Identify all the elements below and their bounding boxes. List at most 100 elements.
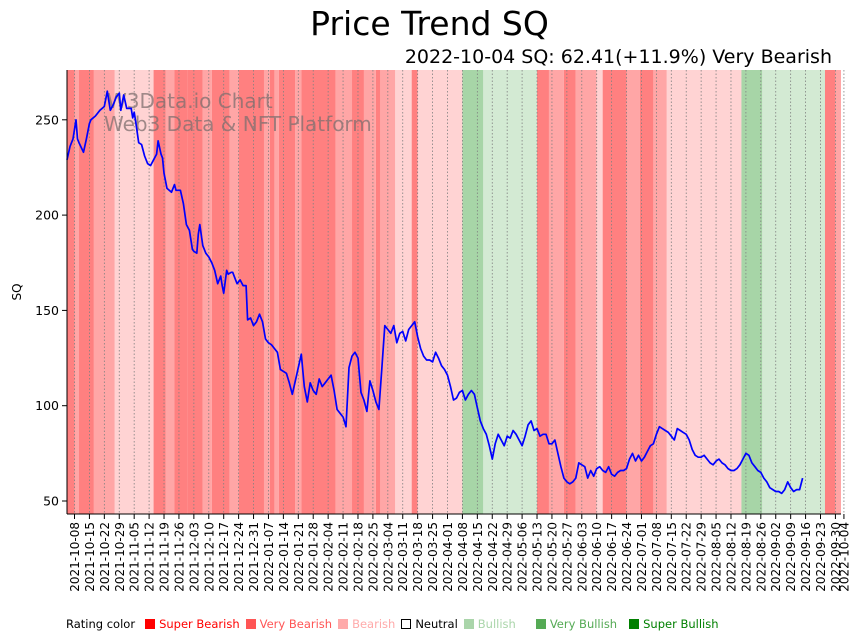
- x-tick-label: 2021-10-22: [98, 522, 112, 592]
- x-tick-label: 2022-02-04: [322, 522, 336, 592]
- rating-band-very-bearish: [187, 70, 203, 514]
- x-tick-label: 2022-09-23: [814, 522, 828, 592]
- x-tick-label: 2022-02-11: [337, 522, 351, 592]
- x-tick-label: 2021-12-24: [232, 522, 246, 592]
- rating-band-very-bearish: [563, 70, 576, 514]
- rating-legend: Rating color Super Bearish Very Bearish Be…: [66, 617, 725, 631]
- legend-item: Neutral: [401, 617, 458, 631]
- legend-item: Very Bullish: [535, 617, 618, 631]
- rating-band-very-bearish: [211, 70, 230, 514]
- rating-band-very-bearish: [238, 70, 264, 514]
- price-line: [66, 90, 804, 495]
- rating-band-bearish: [229, 70, 239, 514]
- rating-band-very-bearish: [602, 70, 627, 514]
- rating-band-bullish: [483, 70, 538, 514]
- x-tick-label: 2021-10-08: [68, 522, 82, 592]
- x-tick-label: 2021-11-26: [172, 522, 186, 592]
- x-tick-label: 2022-02-18: [351, 522, 365, 592]
- legend-label: Very Bearish: [259, 617, 333, 631]
- x-tick-label: 2022-06-17: [605, 522, 619, 592]
- rating-band-very-bearish: [537, 70, 549, 514]
- legend-item: Bearish: [338, 617, 395, 631]
- chart-title: Price Trend SQ: [310, 4, 549, 43]
- x-tick-label: 2021-12-17: [217, 522, 231, 592]
- rating-band-very-bullish: [741, 70, 763, 514]
- x-tick-label: 2022-04-22: [486, 522, 500, 592]
- legend-label: Very Bullish: [549, 617, 618, 631]
- x-tick-label: 2022-01-28: [307, 522, 321, 592]
- rating-band-very-bearish: [174, 70, 188, 514]
- watermark-line-1: W3Data.io Chart: [107, 89, 273, 113]
- rating-band-very-bearish: [824, 70, 836, 514]
- legend-label: Bullish: [477, 617, 516, 631]
- rating-band-bearish: [575, 70, 597, 514]
- x-tick-label: 2022-01-21: [292, 522, 306, 592]
- watermark: W3Data.io Chart Web3 Data & NFT Platform: [104, 89, 372, 136]
- legend-swatch: [629, 619, 640, 629]
- x-tick-label: 2022-09-09: [784, 522, 798, 592]
- rating-band-very-bullish: [462, 70, 484, 514]
- x-tick-label: 2022-04-29: [501, 522, 515, 592]
- y-axis-ticks: 50 100 150 200 250: [35, 112, 67, 509]
- chart-subtitle: 2022-10-04 SQ: 62.41(+11.9%) Very Bearis…: [404, 46, 832, 68]
- rating-band-very-bearish: [67, 70, 75, 514]
- x-tick-label: 2022-10-04: [837, 522, 851, 592]
- x-tick-label: 2022-03-04: [381, 522, 395, 592]
- rating-band-bearish: [74, 70, 79, 514]
- rating-band-bearish: [165, 70, 175, 514]
- x-tick-label: 2022-02-25: [366, 522, 380, 592]
- x-tick-label: 2021-11-05: [128, 522, 142, 592]
- y-tick-label: 50: [43, 494, 59, 509]
- x-tick-label: 2022-05-06: [516, 522, 530, 592]
- x-tick-label: 2021-12-10: [202, 522, 216, 592]
- legend-swatch: [401, 619, 412, 629]
- x-tick-label: 2021-10-29: [113, 522, 127, 592]
- rating-band-bearish: [335, 70, 353, 514]
- legend-label: Bearish: [352, 617, 396, 631]
- x-tick-label: 2022-04-08: [456, 522, 470, 592]
- rating-band-very-bearish: [411, 70, 418, 514]
- watermark-line-2: Web3 Data & NFT Platform: [104, 112, 372, 136]
- x-tick-label: 2022-01-07: [262, 522, 276, 592]
- axes: [66, 70, 841, 515]
- x-tick-label: 2022-03-25: [426, 522, 440, 592]
- x-tick-label: 2022-08-26: [754, 522, 768, 592]
- legend-item: Bullish: [463, 617, 516, 631]
- x-tick-label: 2022-09-30: [829, 522, 843, 592]
- legend-swatch: [245, 619, 256, 629]
- y-axis-label: SQ: [10, 283, 24, 300]
- rating-band-bearish: [363, 70, 376, 514]
- legend-label: Neutral: [415, 617, 458, 631]
- legend-swatch: [535, 619, 546, 629]
- rating-band-neutral-light: [395, 70, 412, 514]
- vertical-gridlines: [74, 70, 845, 514]
- legend-items: Super Bearish Very Bearish Bearish Neutral B…: [145, 617, 724, 631]
- legend-swatch: [145, 619, 156, 629]
- legend-swatch: [338, 619, 349, 629]
- x-axis-ticks: 2021-10-08 2021-10-15 2021-10-22 2021-10-29…: [68, 514, 851, 592]
- legend-item: Super Bullish: [629, 617, 719, 631]
- x-tick-label: 2022-06-03: [575, 522, 589, 592]
- rating-band-bearish: [202, 70, 212, 514]
- y-tick-label: 150: [35, 303, 59, 318]
- rating-band-neutral-light: [417, 70, 463, 514]
- x-tick-label: 2022-07-01: [635, 522, 649, 592]
- y-tick-label: 100: [35, 398, 59, 413]
- x-tick-label: 2022-07-08: [650, 522, 664, 592]
- rating-band-bearish: [274, 70, 279, 514]
- rating-band-bearish: [835, 70, 841, 514]
- y-tick-label: 200: [35, 208, 59, 223]
- x-tick-label: 2021-11-12: [143, 522, 157, 592]
- price-series: [66, 90, 804, 495]
- rating-band-neutral-light: [596, 70, 603, 514]
- rating-band-very-bearish: [153, 70, 166, 514]
- x-tick-label: 2022-06-24: [620, 522, 634, 592]
- rating-band-very-bearish: [78, 70, 94, 514]
- x-tick-label: 2022-07-29: [695, 522, 709, 592]
- x-tick-label: 2022-07-15: [665, 522, 679, 592]
- rating-band-very-bearish: [269, 70, 275, 514]
- legend-label: Super Bullish: [643, 617, 719, 631]
- legend-item: Super Bearish: [145, 617, 240, 631]
- rating-band-very-bearish: [301, 70, 336, 514]
